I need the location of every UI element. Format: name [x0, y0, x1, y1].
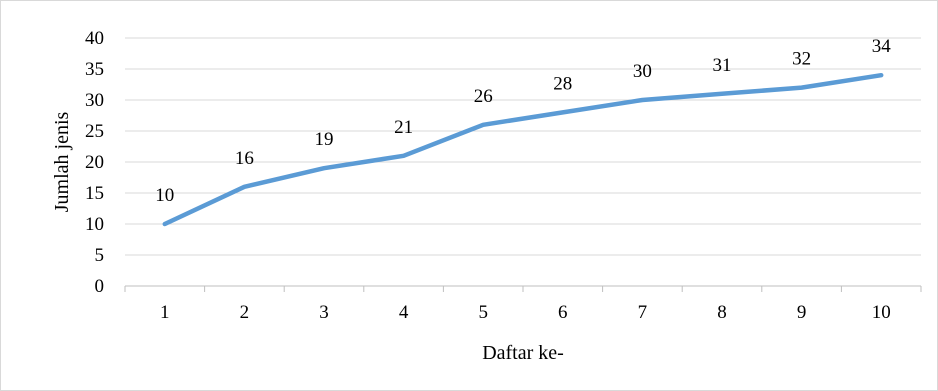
y-tick-label: 10 — [85, 214, 104, 235]
series-group — [162, 72, 884, 227]
y-tick-label: 40 — [85, 28, 104, 49]
x-tick-label: 5 — [478, 302, 488, 323]
data-label: 21 — [394, 117, 413, 138]
y-tick-label: 35 — [85, 59, 104, 80]
data-labels: 10 16 19 21 26 28 30 31 32 34 — [155, 36, 891, 206]
y-tick-label: 15 — [85, 183, 104, 204]
y-tick-label: 0 — [95, 276, 105, 297]
data-label: 32 — [792, 49, 811, 70]
y-tick-label: 20 — [85, 152, 104, 173]
y-tick-label: 30 — [85, 90, 104, 111]
x-tick-label: 4 — [399, 302, 409, 323]
series-line — [162, 72, 884, 227]
y-axis-title: Jumlah jenis — [51, 112, 73, 213]
data-label: 10 — [155, 185, 174, 206]
x-tick-label: 2 — [240, 302, 250, 323]
x-tick-labels: 1 2 3 4 5 6 7 8 9 10 — [160, 302, 891, 323]
x-tick-label: 1 — [160, 302, 170, 323]
y-tick-label: 25 — [85, 121, 104, 142]
x-tick-label: 3 — [319, 302, 329, 323]
data-label: 26 — [474, 86, 493, 107]
x-tick-label: 6 — [558, 302, 568, 323]
y-tick-label: 5 — [95, 245, 105, 266]
data-label: 28 — [553, 73, 572, 94]
data-label: 30 — [633, 61, 652, 82]
data-label: 31 — [713, 55, 732, 76]
x-axis — [124, 285, 922, 292]
x-tick-label: 7 — [638, 302, 648, 323]
data-label: 16 — [235, 148, 254, 169]
x-tick-label: 9 — [797, 302, 807, 323]
x-tick-label: 10 — [872, 302, 891, 323]
data-label: 19 — [315, 129, 334, 150]
x-axis-title: Daftar ke- — [482, 342, 564, 364]
x-tick-label: 8 — [717, 302, 727, 323]
data-label: 34 — [872, 36, 892, 57]
y-tick-labels: 0 5 10 15 20 25 30 35 40 — [85, 28, 104, 297]
